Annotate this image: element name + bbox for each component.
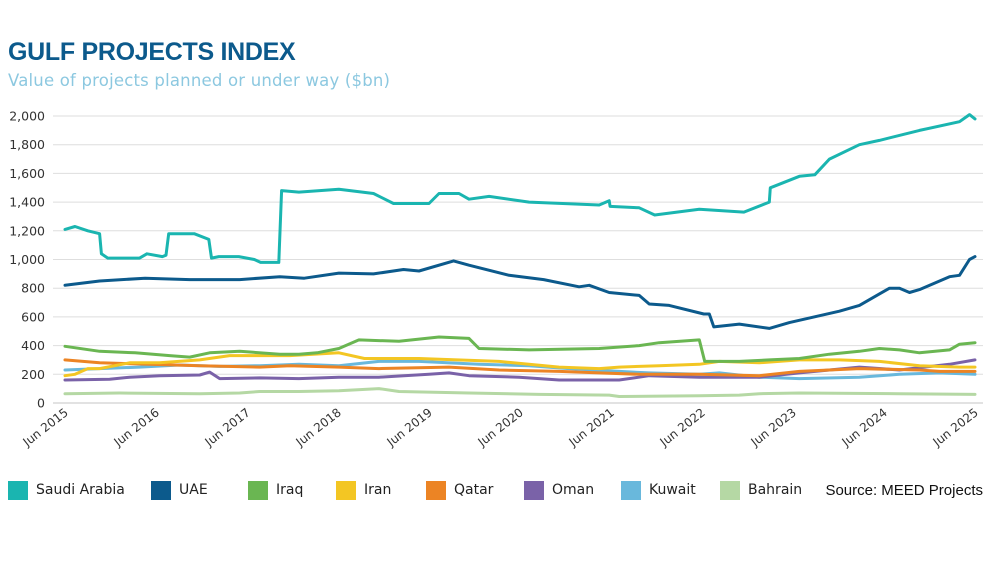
- y-tick-label: 1,600: [9, 166, 45, 181]
- legend-label: Qatar: [454, 482, 494, 498]
- y-tick-label: 200: [21, 367, 45, 382]
- x-tick-label: Jun 2017: [202, 405, 253, 449]
- legend-item-iraq: Iraq: [248, 479, 303, 501]
- series-line-iraq: [63, 335, 977, 363]
- series-line-qatar: [63, 358, 977, 378]
- series-line-bahrain: [63, 387, 977, 398]
- legend-item-bahrain: Bahrain: [720, 479, 802, 501]
- legend-label: UAE: [179, 482, 208, 498]
- x-tick-label: Jun 2022: [657, 405, 708, 449]
- legend-item-iran: Iran: [336, 479, 391, 501]
- legend-item-uae: UAE: [151, 479, 208, 501]
- chart-subtitle: Value of projects planned or under way (…: [8, 71, 391, 90]
- legend-item-kuwait: Kuwait: [621, 479, 696, 501]
- legend-swatch: [248, 480, 268, 500]
- x-tick-label: Jun 2021: [566, 405, 617, 449]
- legend-swatch: [151, 480, 171, 500]
- x-tick-label: Jun 2016: [111, 405, 162, 449]
- legend-label: Kuwait: [649, 482, 696, 498]
- legend-label: Bahrain: [748, 482, 803, 498]
- y-tick-label: 1,400: [9, 195, 45, 210]
- x-tick-label: Jun 2020: [475, 405, 526, 449]
- y-tick-label: 600: [21, 309, 45, 324]
- legend-swatch: [621, 480, 641, 500]
- y-tick-label: 1,800: [9, 137, 45, 152]
- line-chart: 0 200 400 600 800 1,000 1,200 1,400 1,600 1,800 2,…: [9, 109, 983, 450]
- x-tick-label: Jun 2024: [839, 405, 890, 449]
- legend-swatch: [426, 480, 446, 500]
- legend-swatch: [336, 480, 356, 500]
- series-line-uae: [63, 255, 977, 330]
- x-axis: Jun 2015 Jun 2016 Jun 2017 Jun 2018 Jun 2019…: [20, 405, 981, 449]
- y-tick-label: 800: [21, 281, 45, 296]
- y-tick-label: 0: [37, 396, 45, 411]
- chart-title: GULF PROJECTS INDEX: [8, 38, 296, 66]
- y-tick-label: 1,200: [9, 223, 45, 238]
- legend-item-qatar: Qatar: [426, 479, 493, 501]
- legend-swatch: [8, 480, 28, 500]
- legend-item-oman: Oman: [524, 479, 594, 501]
- legend-label: Oman: [552, 482, 595, 498]
- legend: Saudi Arabia UAE Iraq Iran Qatar Oman Kuwait Ba…: [8, 479, 993, 503]
- y-tick-label: 2,000: [9, 109, 45, 124]
- x-tick-label: Jun 2015: [20, 405, 71, 449]
- series-line-iran: [63, 351, 977, 378]
- series-lines: [63, 113, 977, 398]
- legend-swatch: [720, 480, 740, 500]
- y-tick-label: 1,000: [9, 252, 45, 267]
- legend-label: Iran: [364, 482, 392, 498]
- x-tick-label: Jun 2023: [748, 405, 799, 449]
- gridlines: [53, 115, 983, 404]
- legend-label: Saudi Arabia: [36, 482, 125, 498]
- x-tick-label: Jun 2025: [930, 405, 981, 449]
- legend-item-saudi-arabia: Saudi Arabia: [8, 479, 125, 501]
- y-axis: 0 200 400 600 800 1,000 1,200 1,400 1,600 1,800 2,…: [9, 109, 45, 411]
- series-line-saudi-arabia: [63, 113, 977, 264]
- legend-label: Iraq: [276, 482, 304, 498]
- x-tick-label: Jun 2018: [293, 405, 344, 449]
- y-tick-label: 400: [21, 338, 45, 353]
- legend-swatch: [524, 480, 544, 500]
- source-note: Source: MEED Projects: [825, 482, 983, 499]
- x-tick-label: Jun 2019: [384, 405, 435, 449]
